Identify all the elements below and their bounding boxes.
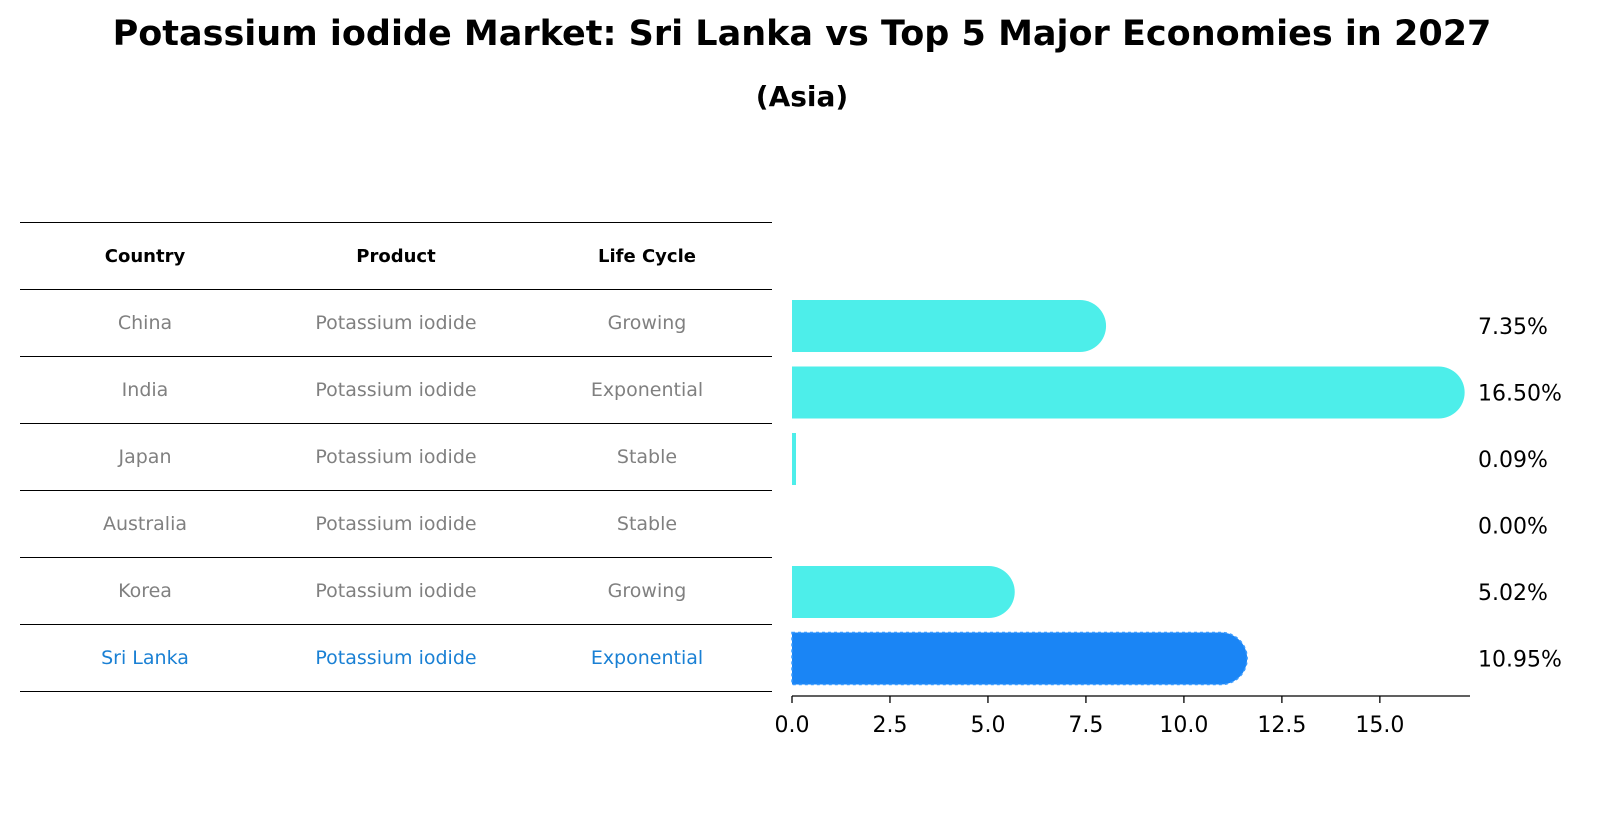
x-tick-label: 15.0: [1355, 713, 1404, 738]
data-table: Country Product Life Cycle China Potassi…: [20, 222, 772, 692]
table-row-highlight: Sri Lanka Potassium iodide Exponential: [20, 625, 772, 692]
cell-country: China: [117, 312, 173, 334]
x-tick-label: 12.5: [1257, 713, 1306, 738]
bar-india: [792, 366, 1465, 419]
chart-title: Potassium iodide Market: Sri Lanka vs To…: [112, 14, 1492, 54]
cell-life-cycle: Growing: [607, 312, 687, 334]
x-tick-label: 7.5: [1068, 713, 1103, 738]
cell-country: Korea: [118, 580, 172, 602]
cell-life-cycle: Stable: [616, 446, 678, 468]
table-row: China Potassium iodide Growing: [20, 290, 772, 357]
cell-life-cycle: Growing: [607, 580, 687, 602]
header-product: Product: [356, 245, 436, 267]
header-life-cycle: Life Cycle: [598, 245, 696, 267]
cell-country: Australia: [102, 513, 188, 535]
table-row: Japan Potassium iodide Stable: [20, 424, 772, 491]
x-tick-label: 0.0: [775, 713, 810, 738]
cell-product: Potassium iodide: [315, 580, 477, 602]
cell-life-cycle: Exponential: [590, 647, 704, 669]
value-label-china: 7.35%: [1478, 315, 1548, 340]
table-header-row: Country Product Life Cycle: [20, 222, 772, 290]
chart-subtitle: (Asia): [755, 80, 849, 113]
value-label-australia: 0.00%: [1478, 515, 1548, 540]
table-row: India Potassium iodide Exponential: [20, 357, 772, 424]
bar-sri-lanka: [791, 631, 1248, 686]
cell-product: Potassium iodide: [315, 513, 477, 535]
cell-product: Potassium iodide: [315, 647, 477, 669]
x-tick-label: 10.0: [1159, 713, 1208, 738]
value-label-korea: 5.02%: [1478, 581, 1548, 606]
x-tick-label: 5.0: [970, 713, 1005, 738]
cell-country: Sri Lanka: [101, 647, 189, 669]
cell-life-cycle: Exponential: [590, 379, 704, 401]
value-label-sri-lanka: 10.95%: [1478, 648, 1562, 673]
cell-life-cycle: Stable: [616, 513, 678, 535]
bar-china: [792, 300, 1107, 352]
table-row: Australia Potassium iodide Stable: [20, 491, 772, 558]
cell-product: Potassium iodide: [315, 379, 477, 401]
cell-product: Potassium iodide: [315, 446, 477, 468]
header-country: Country: [104, 245, 186, 267]
table-row: Korea Potassium iodide Growing: [20, 558, 772, 625]
value-label-india: 16.50%: [1478, 382, 1562, 407]
x-tick-label: 2.5: [872, 713, 907, 738]
cell-product: Potassium iodide: [315, 312, 477, 334]
bar-korea: [792, 566, 1015, 618]
cell-country: India: [121, 379, 169, 401]
bar-japan: [792, 433, 796, 485]
cell-country: Japan: [118, 446, 172, 468]
value-label-japan: 0.09%: [1478, 448, 1548, 473]
